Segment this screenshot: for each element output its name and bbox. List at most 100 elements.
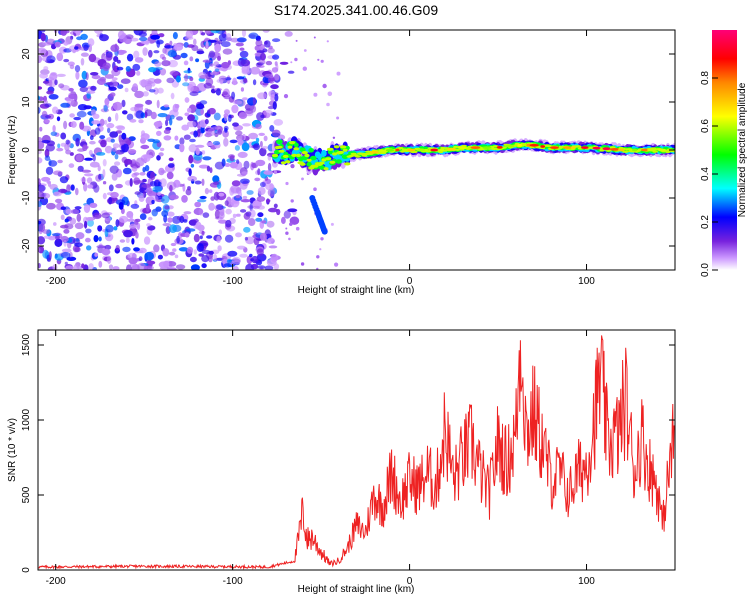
noise-blob [213, 191, 220, 201]
signal-cell [455, 148, 461, 151]
noise-blob [115, 149, 125, 155]
noise-blob [204, 30, 212, 35]
noise-blob [290, 61, 293, 64]
noise-blob [151, 209, 158, 217]
noise-blob [267, 105, 275, 110]
noise-blob [42, 100, 48, 105]
noise-blob [176, 235, 180, 244]
y-tick-label: 500 [21, 486, 32, 503]
noise-blob [166, 211, 175, 217]
noise-blob [184, 36, 194, 40]
noise-blob [225, 33, 232, 42]
noise-blob [281, 216, 286, 224]
noise-blob [115, 183, 123, 189]
noise-blob [330, 222, 334, 226]
noise-blob [183, 60, 189, 66]
noise-blob [212, 175, 220, 183]
noise-blob [149, 181, 157, 187]
noise-blob [183, 134, 191, 140]
snr-plot-area [38, 330, 675, 570]
noise-blob [38, 248, 41, 252]
noise-blob [254, 177, 261, 182]
noise-blob [150, 34, 161, 40]
noise-blob [231, 91, 236, 100]
noise-blob [232, 213, 237, 219]
noise-blob [109, 92, 116, 97]
noise-blob [148, 49, 153, 58]
noise-blob [86, 245, 92, 251]
noise-blob [224, 200, 229, 207]
noise-blob [206, 142, 214, 147]
signal-peak [439, 148, 445, 152]
noise-blob [98, 236, 102, 242]
noise-blob [38, 149, 42, 155]
noise-blob [44, 155, 51, 161]
noise-blob [119, 239, 126, 243]
noise-blob [248, 218, 256, 226]
signal-peak [540, 145, 546, 148]
noise-blob [214, 68, 220, 72]
noise-blob [289, 216, 300, 225]
noise-blob [125, 34, 134, 39]
noise-blob [204, 187, 209, 195]
noise-blob [39, 72, 48, 79]
signal-cell [318, 165, 326, 170]
signal-cell [327, 149, 333, 155]
noise-blob [240, 209, 247, 213]
noise-blob [239, 253, 248, 258]
noise-blob [215, 88, 221, 96]
signal-cell [325, 157, 332, 161]
noise-blob [113, 226, 118, 231]
noise-blob [126, 53, 134, 62]
noise-blob [134, 103, 144, 108]
noise-blob [153, 244, 160, 253]
x-tick-label: -200 [46, 276, 66, 287]
noise-blob [57, 159, 63, 164]
noise-blob [236, 37, 247, 43]
noise-blob [89, 202, 98, 208]
noise-blob [257, 212, 264, 218]
noise-blob [157, 113, 168, 118]
noise-blob [67, 241, 72, 249]
noise-blob [183, 70, 193, 74]
noise-blob [131, 238, 135, 245]
noise-blob [70, 121, 77, 128]
noise-blob [195, 58, 200, 63]
noise-blob [134, 191, 141, 195]
noise-blob [170, 92, 175, 100]
signal-peak [602, 147, 611, 151]
noise-blob [56, 73, 66, 77]
noise-blob [46, 257, 52, 263]
noise-blob [189, 138, 196, 143]
noise-blob [53, 222, 57, 226]
signal-peak [417, 148, 426, 152]
signal-cell [280, 161, 287, 165]
noise-blob [255, 159, 266, 167]
noise-blob [174, 254, 179, 259]
noise-blob [200, 109, 204, 115]
noise-blob [149, 260, 156, 265]
noise-blob [122, 167, 132, 175]
noise-blob [174, 135, 179, 141]
noise-blob [249, 253, 253, 258]
noise-blob [108, 264, 114, 270]
noise-blob [166, 171, 174, 180]
noise-blob [52, 125, 56, 133]
y-tick-label: 0 [21, 567, 32, 573]
noise-blob [102, 169, 106, 178]
noise-blob [252, 79, 257, 86]
signal-cell [342, 148, 348, 152]
noise-blob [64, 261, 68, 265]
noise-blob [179, 137, 185, 145]
noise-blob [58, 188, 68, 194]
noise-blob [223, 263, 232, 268]
noise-blob [240, 199, 251, 203]
noise-blob [214, 132, 219, 138]
signal-cell [326, 147, 334, 151]
noise-blob [170, 114, 175, 120]
noise-blob [157, 87, 164, 94]
noise-blob [181, 124, 189, 131]
noise-blob [140, 40, 151, 44]
noise-blob [162, 56, 167, 61]
